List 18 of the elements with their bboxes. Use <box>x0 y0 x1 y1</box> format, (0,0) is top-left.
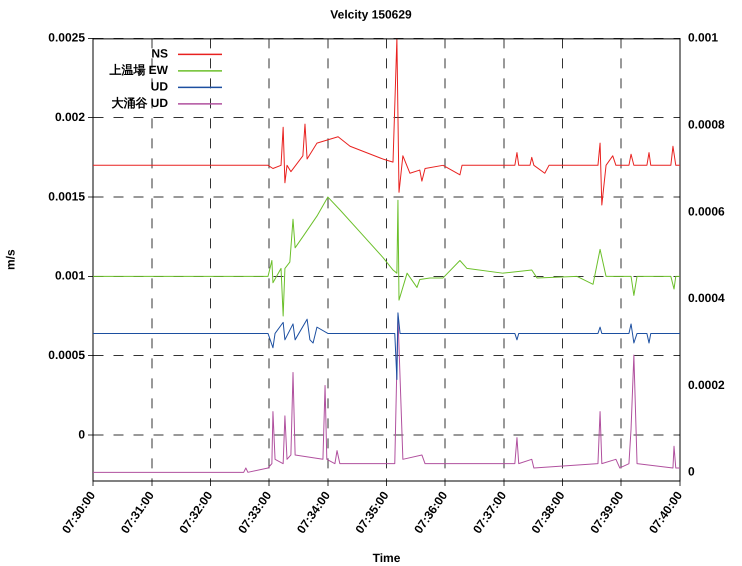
y2-tick-label: 0.0008 <box>688 117 726 132</box>
y-tick-label: 0.002 <box>54 110 86 124</box>
y-axis-title: m/s <box>4 249 18 270</box>
y-tick-label: 0.0025 <box>48 30 86 45</box>
x-axis-title: Time <box>372 551 401 566</box>
y2-tick-label: 0.0002 <box>688 378 726 392</box>
y-tick-label: 0 <box>78 427 86 442</box>
y-tick-label: 0.001 <box>54 268 86 283</box>
legend-label: UD <box>150 80 168 94</box>
legend-label: NS <box>151 46 168 61</box>
legend-label: 上温場 EW <box>108 63 169 78</box>
y2-tick-label: 0.0006 <box>688 204 726 218</box>
y-tick-label: 0.0015 <box>48 189 86 204</box>
y2-tick-label: 0 <box>688 464 695 479</box>
y2-tick-label: 0.0004 <box>688 291 726 306</box>
y-tick-label: 0.0005 <box>48 348 86 362</box>
chart-title: Velcity 150629 <box>330 8 412 22</box>
y2-tick-label: 0.001 <box>688 30 718 45</box>
